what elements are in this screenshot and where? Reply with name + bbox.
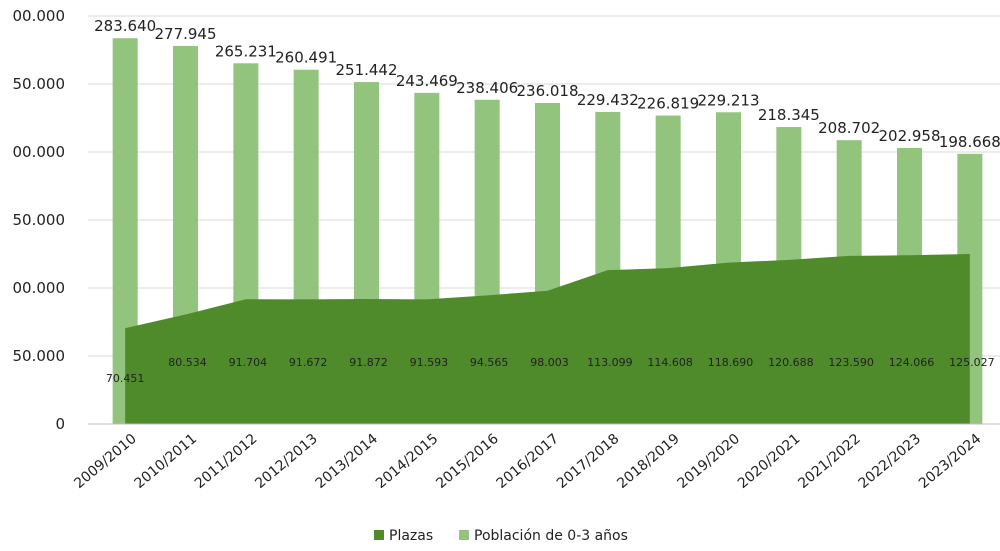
area-value-label: 118.690 <box>708 356 754 369</box>
y-tick-label: 50.000 <box>13 75 66 93</box>
area-value-label: 91.704 <box>229 356 268 369</box>
area-plazas-shape <box>125 253 970 424</box>
bar-value-label: 229.432 <box>577 91 639 109</box>
area-value-label: 125.027 <box>949 356 995 369</box>
bar-value-label: 218.345 <box>758 106 820 124</box>
area-value-label: 91.872 <box>349 356 388 369</box>
area-value-label: 113.099 <box>587 356 633 369</box>
area-value-label: 94.565 <box>470 356 509 369</box>
legend-label-poblacion: Población de 0-3 años <box>474 528 628 544</box>
data-labels: 283.640277.945265.231260.491251.442243.4… <box>94 17 1000 385</box>
x-tick-label: 2018/2019 <box>614 431 682 492</box>
bar-value-label: 208.702 <box>818 119 880 137</box>
x-tick-label: 2009/2010 <box>71 431 139 492</box>
y-tick-label: 0 <box>55 415 65 433</box>
area-value-label: 91.672 <box>289 356 328 369</box>
area-plazas <box>125 253 970 424</box>
bar-value-label: 277.945 <box>154 25 216 43</box>
area-value-label: 91.593 <box>410 356 449 369</box>
y-tick-label: 50.000 <box>13 347 66 365</box>
bar-value-label: 236.018 <box>516 82 578 100</box>
area-value-label: 80.534 <box>168 356 207 369</box>
y-tick-label: 00.000 <box>13 7 66 25</box>
x-tick-label: 2012/2013 <box>252 431 320 492</box>
area-value-label: 124.066 <box>889 356 935 369</box>
bar-value-label: 243.469 <box>396 72 458 90</box>
x-tick-label: 2014/2015 <box>373 431 441 492</box>
area-value-label: 114.608 <box>647 356 693 369</box>
x-tick-label: 2016/2017 <box>494 431 562 492</box>
bar-value-label: 251.442 <box>335 61 397 79</box>
bar-value-label: 283.640 <box>94 17 156 35</box>
bar-value-label: 202.958 <box>878 127 940 145</box>
legend-swatch-plazas <box>374 530 384 540</box>
y-tick-label: 50.000 <box>13 211 66 229</box>
x-tick-label: 2020/2021 <box>735 431 803 492</box>
bar-value-label: 229.213 <box>697 91 759 109</box>
bar-value-label: 238.406 <box>456 79 518 97</box>
legend: Plazas Población de 0-3 años <box>374 528 628 544</box>
bar-value-label: 226.819 <box>637 95 699 113</box>
x-tick-label: 2022/2023 <box>856 431 924 492</box>
area-value-label: 123.590 <box>828 356 874 369</box>
x-tick-label: 2021/2022 <box>795 431 863 492</box>
x-tick-label: 2011/2012 <box>192 431 260 492</box>
area-value-label: 120.688 <box>768 356 814 369</box>
legend-label-plazas: Plazas <box>389 528 433 544</box>
y-tick-label: 00.000 <box>13 279 66 297</box>
x-tick-label: 2010/2011 <box>132 431 200 492</box>
x-tick-label: 2017/2018 <box>554 431 622 492</box>
x-tick-label: 2019/2020 <box>675 431 743 492</box>
bar-value-label: 198.668 <box>939 133 1000 151</box>
area-value-label: 98.003 <box>530 356 569 369</box>
bar-value-label: 260.491 <box>275 49 337 67</box>
bar-value-label: 265.231 <box>215 42 277 60</box>
x-tick-label: 2013/2014 <box>313 431 382 492</box>
legend-swatch-poblacion <box>459 530 469 540</box>
x-tick-label: 2023/2024 <box>916 431 985 492</box>
area-value-label: 70.451 <box>106 372 145 385</box>
y-tick-label: 00.000 <box>13 143 66 161</box>
x-tick-label: 2015/2016 <box>433 431 502 492</box>
